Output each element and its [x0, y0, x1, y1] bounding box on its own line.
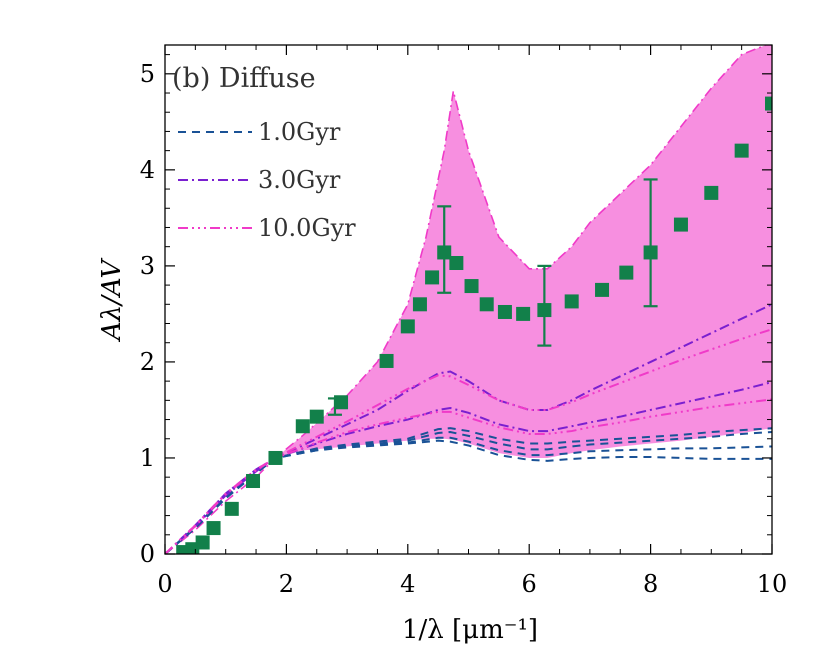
observed-point: [497, 304, 512, 319]
y-tick-label: 3: [140, 252, 155, 280]
observed-point: [643, 245, 658, 260]
y-axis-label: Aλ/AV: [97, 258, 127, 342]
x-tick-label: 2: [279, 570, 294, 598]
series-line-7: [165, 328, 772, 554]
observed-point: [246, 474, 261, 489]
observed-point: [185, 542, 200, 554]
y-tick-label: 4: [140, 156, 155, 184]
x-tick-label: 0: [157, 570, 172, 598]
legend-label: 1.0Gyr: [258, 118, 341, 146]
x-tick-label: 8: [643, 570, 658, 598]
axis-ticks: 0 2 4 6 8 10 0 1 2 3 4 5: [140, 45, 788, 598]
series-line-8: [165, 398, 772, 554]
observed-point: [224, 501, 239, 516]
y-tick-label: 0: [140, 540, 155, 568]
observed-point: [595, 282, 610, 297]
observed-point: [449, 256, 464, 271]
model-range-band: [165, 45, 772, 554]
series-line-6: [165, 381, 772, 554]
series-line-4: [165, 439, 772, 554]
x-axis-label: 1/λ [μm⁻¹]: [402, 615, 538, 645]
observed-point: [334, 395, 349, 410]
observed-point: [295, 419, 310, 434]
panel-label: (b) Diffuse: [172, 63, 316, 94]
observed-point: [619, 265, 634, 280]
observed-point: [479, 297, 494, 312]
legend: 1.0Gyr 3.0Gyr 10.0Gyr: [178, 118, 356, 242]
legend-label: 3.0Gyr: [258, 166, 341, 194]
observed-point: [206, 521, 221, 536]
y-tick-label: 1: [140, 444, 155, 472]
x-tick-label: 6: [522, 570, 537, 598]
observed-point: [176, 545, 191, 554]
observed-point: [379, 353, 394, 368]
observed-point: [437, 245, 452, 260]
x-tick-label: 10: [757, 570, 788, 598]
observed-point: [412, 297, 427, 312]
y-tick-label: 2: [140, 348, 155, 376]
observed-point: [765, 96, 772, 111]
series-line-2: [165, 431, 772, 554]
observed-point: [673, 217, 688, 232]
observed-point: [704, 185, 719, 200]
observed-point: [425, 270, 440, 285]
observed-point: [537, 303, 552, 318]
observed-point: [195, 535, 210, 550]
observed-point: [734, 143, 749, 158]
observed-point: [516, 306, 531, 321]
series-line-3: [165, 436, 772, 554]
observed-point: [268, 450, 283, 465]
series-line-1: [165, 427, 772, 554]
x-tick-label: 4: [400, 570, 415, 598]
error-bar-4: [643, 178, 658, 308]
observed-point: [400, 319, 415, 334]
legend-label: 10.0Gyr: [258, 214, 356, 242]
series-line-5: [165, 303, 772, 554]
plot-area: [165, 45, 772, 554]
y-tick-label: 5: [140, 60, 155, 88]
observed-point: [464, 279, 479, 294]
observed-point: [309, 409, 324, 424]
observed-point: [564, 294, 579, 309]
